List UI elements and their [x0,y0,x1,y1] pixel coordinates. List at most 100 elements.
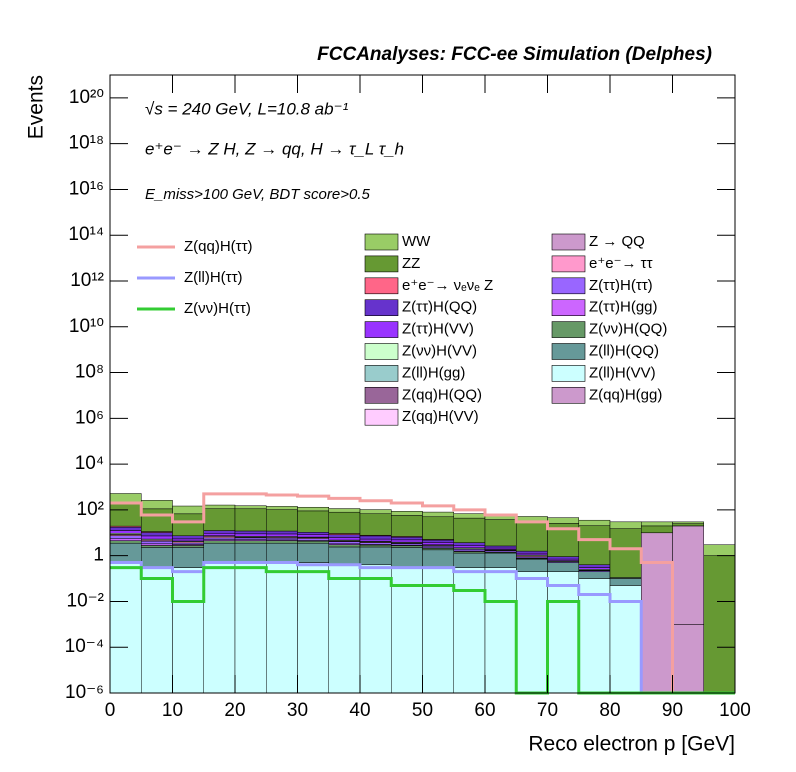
histogram-bin [359,564,392,694]
histogram-bin [391,511,423,516]
histogram-bin [172,535,204,540]
histogram-bin [609,578,642,586]
legend-swatch [551,255,586,273]
y-tick-label: 10¹² [70,270,104,291]
y-tick-label: 10⁶ [75,407,104,428]
histogram-bin [109,535,142,539]
y-tick-label: 10¹⁸ [69,133,104,154]
histogram-bin [266,562,298,694]
axes: 0 10 20 30 40 50 60 70 80 90 100 10⁻⁶ 10⁻⁴ 10⁻² 1 10² 10… [65,75,751,721]
histogram-bin [109,493,142,503]
annotation: √s = 240 GeV, L=10.8 ab⁻¹ [145,99,349,118]
histogram-bin [484,545,517,549]
histogram-bin [328,537,361,541]
x-axis-label: Reco electron p [GeV] [528,733,735,756]
legend-swatch [364,277,399,295]
histogram-bin [172,513,204,537]
histogram-bin [203,530,236,534]
histogram-bin [359,542,392,545]
x-tick-label: 10 [162,700,183,721]
histogram-bin [547,571,579,694]
histogram-bin [266,537,298,541]
histogram-bin [484,567,517,694]
legend-label: Z(ll)H(VV) [589,364,656,381]
histogram-bin [141,547,173,568]
histogram-bin [422,542,454,545]
legend-swatch [364,386,399,404]
histogram-bin [328,534,361,538]
histogram-bin [391,539,423,543]
histogram-bin [141,535,173,540]
x-tick-label: 100 [719,700,751,721]
histogram-bin [109,538,142,541]
histogram-bin [609,585,642,694]
histogram-bin [234,530,267,535]
histogram-bin [109,501,142,527]
histogram-bin [328,546,361,566]
histogram-bin [672,525,704,625]
histogram-bin [516,571,548,694]
histogram-bin [172,567,204,694]
histogram-bin [672,624,704,694]
chart-title: FCCAnalyses: FCC-ee Simulation (Delphes) [317,44,712,65]
histogram-bin [109,526,142,531]
y-tick-label: 10⁴ [75,453,104,474]
histogram-bin [391,515,423,537]
legend-swatch [551,386,586,404]
histogram-bin [297,506,329,512]
histogram-bin [578,519,611,526]
legend-label: Z(ττ)H(VV) [402,321,474,338]
histogram-bin [297,562,329,694]
histogram-bin [234,562,267,694]
y-tick-label: 10²⁰ [69,87,104,108]
histogram-bin [672,521,704,524]
annotation: E_miss>100 GeV, BDT score>0.5 [145,186,370,203]
histogram-bin [484,519,517,547]
legend-label: Z(νν)H(ττ) [184,300,251,317]
legend-swatch [551,277,586,295]
x-tick-label: 80 [599,700,620,721]
histogram-bin [141,545,173,548]
legend-swatch [551,365,586,382]
histogram-bin [453,549,486,552]
histogram-bin [203,542,236,563]
legend-label: Z(ττ)H(QQ) [402,299,477,316]
histogram-bin [641,525,673,534]
histogram-bin [234,542,267,563]
histogram-bin [359,544,392,548]
legend-label: Z(qq)H(ττ) [184,238,253,255]
legend-label: WW [402,233,431,250]
histogram-bin [422,511,454,518]
legend-label: Z(qq)H(gg) [589,386,662,403]
y-tick-label: 10¹⁴ [68,224,104,245]
legend-label: Z(ll)H(ττ) [184,269,243,286]
histogram-bin [578,564,611,568]
histogram-bin [703,555,736,694]
histogram-bin [297,540,329,544]
legend-label: e⁺e⁻→ νₑνₑ Z [402,277,493,294]
y-tick-label: 10¹⁶ [69,178,104,199]
y-tick-label: 10⁻⁶ [65,682,104,703]
signal-lines [110,492,735,695]
histogram-bin [234,508,267,532]
histogram-bin [266,542,298,563]
histogram-bin [516,558,548,572]
histogram-bin [391,536,423,541]
histogram-bin [234,537,267,540]
histogram-bin [453,552,486,568]
histogram-bin [672,523,704,527]
x-tick-label: 60 [474,700,495,721]
histogram-bin [453,517,486,543]
legend-label: Z(qq)H(QQ) [402,386,482,403]
histogram-bin [328,541,361,545]
y-tick-label: 10⁻⁴ [65,636,104,657]
x-tick-label: 30 [287,700,308,721]
legend-label: Z(ll)H(gg) [402,364,465,381]
histogram-bin [328,508,361,513]
x-tick-label: 90 [662,700,683,721]
legend-swatch [551,321,586,338]
legend-label: ZZ [402,255,420,272]
legend-swatch [364,233,399,251]
histogram-bin [141,567,173,694]
histogram-bin [328,564,361,694]
